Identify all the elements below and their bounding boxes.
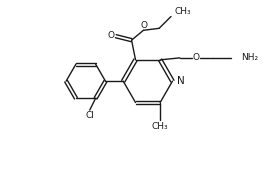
Text: CH₃: CH₃: [175, 7, 192, 16]
Text: N: N: [177, 76, 185, 86]
Text: Cl: Cl: [85, 111, 94, 121]
Text: O: O: [192, 53, 199, 62]
Text: O: O: [141, 21, 148, 30]
Text: NH₂: NH₂: [241, 53, 258, 62]
Text: CH₃: CH₃: [152, 122, 169, 131]
Text: O: O: [107, 31, 115, 40]
